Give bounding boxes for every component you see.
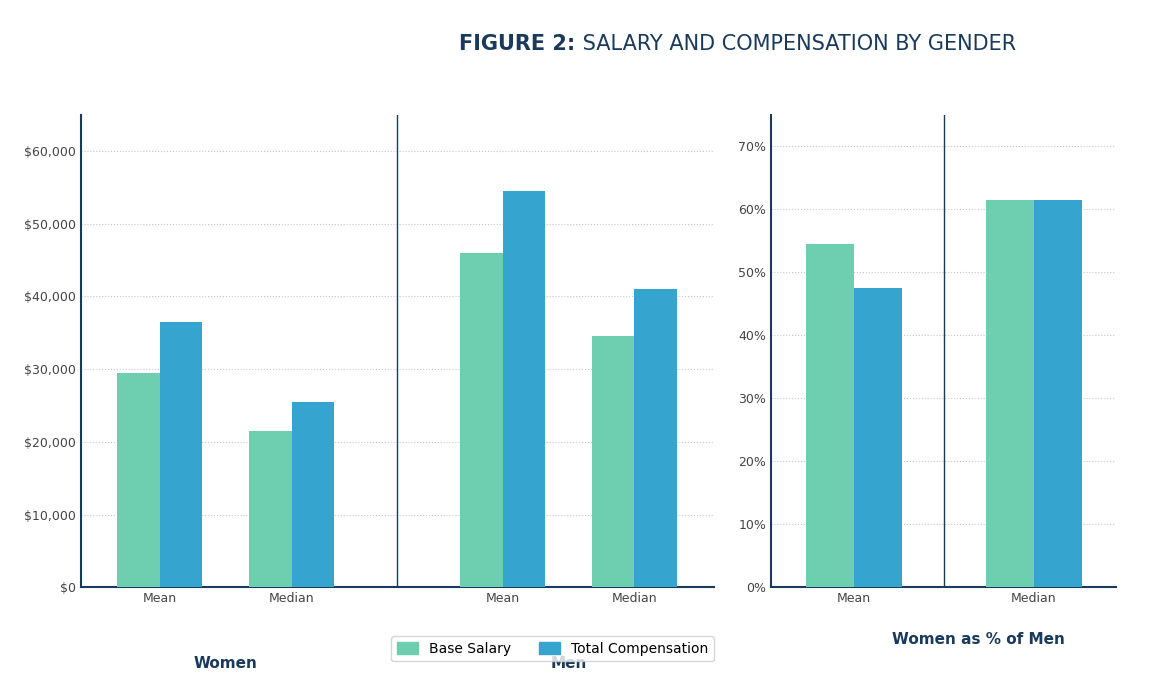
Text: Women as % of Men: Women as % of Men — [892, 632, 1065, 647]
Bar — [1034, 200, 1082, 587]
Bar — [250, 431, 291, 587]
Bar — [117, 373, 160, 587]
Bar — [291, 402, 334, 587]
Text: FIGURE 2:: FIGURE 2: — [459, 34, 576, 54]
Bar — [460, 253, 503, 587]
Bar — [593, 336, 634, 587]
Bar — [986, 200, 1034, 587]
Bar — [634, 289, 677, 587]
Bar — [160, 322, 201, 587]
Text: Women: Women — [193, 656, 258, 672]
Bar — [854, 288, 901, 587]
Legend: Base Salary, Total Compensation: Base Salary, Total Compensation — [391, 637, 714, 662]
Text: Men: Men — [550, 656, 587, 672]
Bar — [806, 244, 854, 587]
Bar — [503, 191, 544, 587]
Text: SALARY AND COMPENSATION BY GENDER: SALARY AND COMPENSATION BY GENDER — [576, 34, 1015, 54]
